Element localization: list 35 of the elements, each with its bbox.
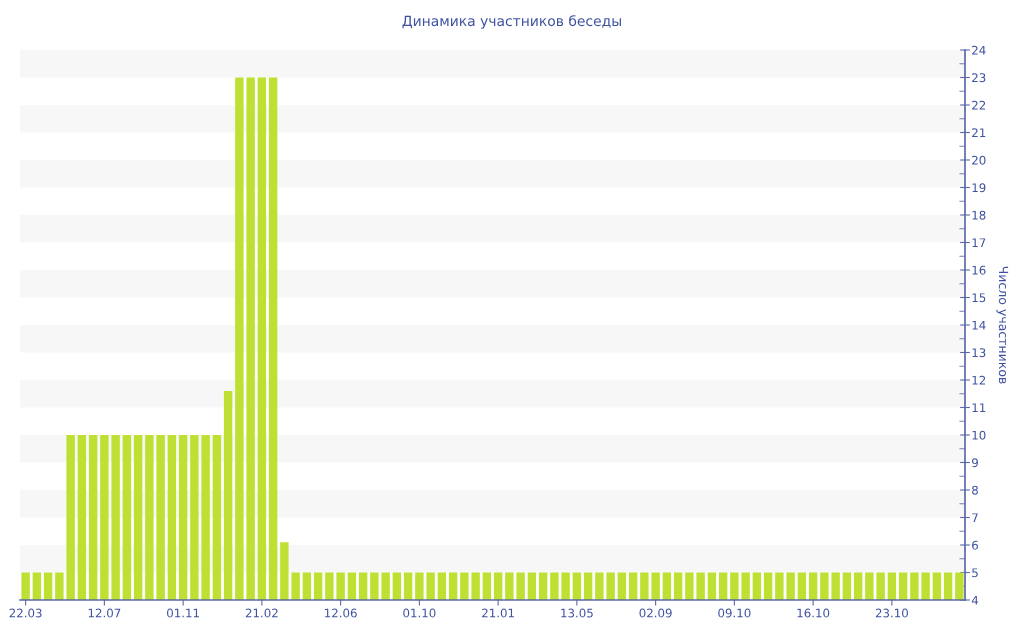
x-tick-label: 01.11 [167, 608, 199, 618]
y-tick-label: 21 [972, 128, 986, 137]
y-tick-label: 13 [972, 348, 986, 358]
x-tick-label: 12.06 [325, 608, 357, 618]
y-tick-label: 16 [972, 265, 986, 275]
y-tick-label: 24 [972, 45, 986, 55]
y-tick-label: 11 [972, 403, 986, 412]
chart-title: Динамика участников беседы [402, 15, 621, 29]
y-tick-label: 6 [972, 540, 979, 550]
x-tick-label: 02.09 [639, 608, 672, 618]
y-tick-label: 14 [972, 320, 986, 330]
y-axis-title: Число участников [996, 266, 1009, 384]
x-tick-label: 22.03 [9, 608, 42, 618]
y-tick-label: 17 [972, 238, 986, 247]
x-tick-label: 16.10 [797, 608, 830, 618]
y-tick-label: 19 [972, 183, 986, 193]
y-tick-label: 15 [972, 293, 986, 303]
y-tick-label: 20 [972, 155, 986, 165]
x-tick-label: 21.01 [482, 608, 514, 618]
y-tick-label: 4 [971, 595, 979, 605]
y-tick-label: 10 [972, 430, 986, 440]
x-tick-label: 12.07 [88, 608, 121, 618]
y-tick-label: 8 [972, 485, 978, 495]
y-tick-label: 18 [972, 210, 986, 220]
y-tick-label: 7 [972, 513, 978, 522]
x-tick-label: 21.02 [245, 608, 278, 618]
x-tick-label: 13.05 [561, 608, 593, 618]
y-tick-label: 9 [971, 458, 978, 468]
y-tick-label: 22 [972, 100, 986, 110]
x-tick-label: 01.10 [403, 608, 436, 618]
y-tick-label: 23 [972, 73, 986, 83]
x-tick-label: 09.10 [718, 608, 751, 618]
x-tick-label: 23.10 [875, 608, 908, 618]
y-tick-label: 12 [972, 375, 986, 385]
y-tick-label: 5 [972, 568, 978, 578]
